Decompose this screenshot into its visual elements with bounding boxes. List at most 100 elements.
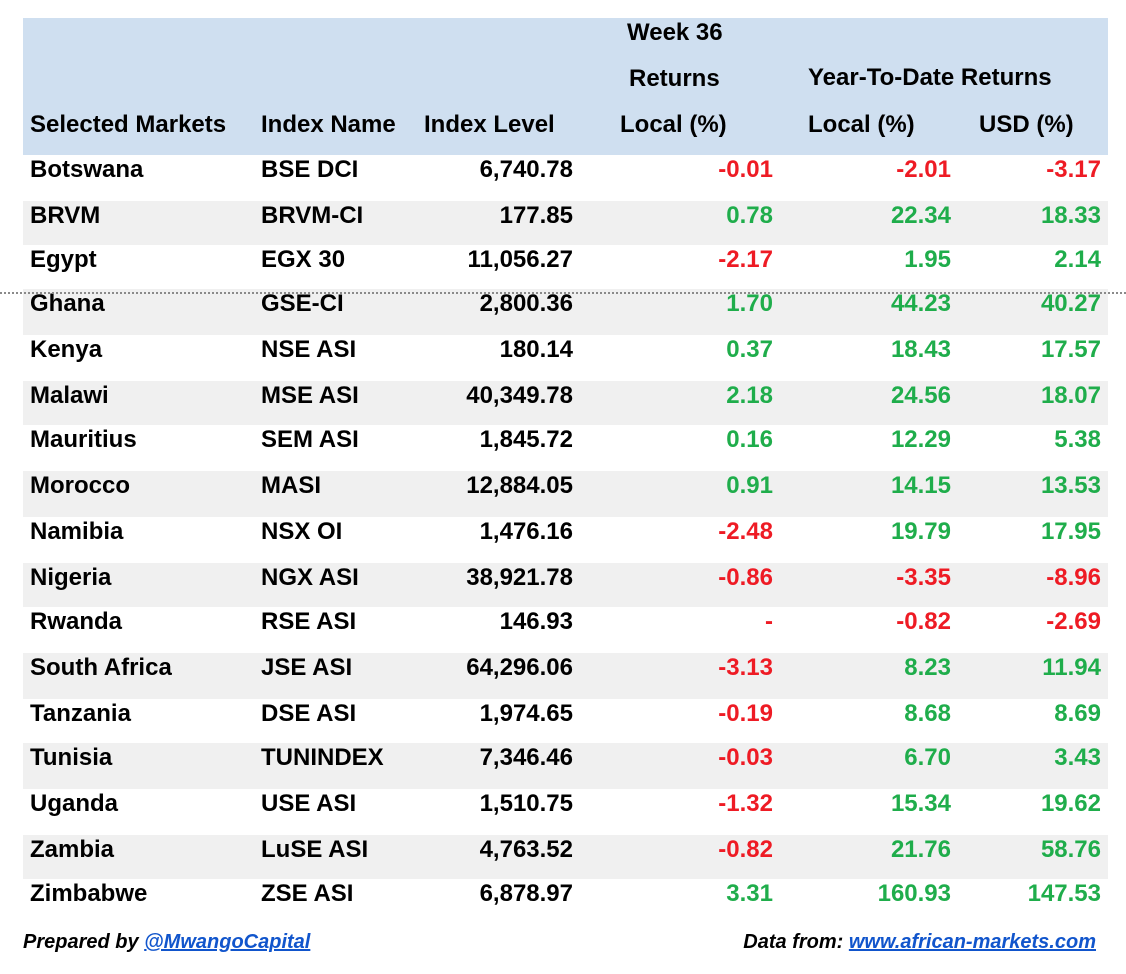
cell-market: Botswana [30,156,144,183]
cell-week-local: -1.32 [718,790,773,817]
cell-ytd-local: -3.35 [896,564,951,591]
cell-ytd-local: 8.23 [904,654,951,681]
cell-index-level: 38,921.78 [466,564,573,591]
cell-index-name: LuSE ASI [261,836,369,863]
table-row: Malawi MSE ASI 40,349.78 2.18 24.56 18.07 [23,381,1108,425]
prepared-by: Prepared by @MwangoCapital [23,928,310,956]
cell-ytd-usd: 13.53 [1040,472,1101,499]
cell-index-level: 1,845.72 [479,426,573,453]
cell-week-local: - [765,608,773,635]
table-row: Egypt EGX 30 11,056.27 -2.17 1.95 2.14 [23,245,1108,289]
cell-index-name: BSE DCI [261,156,359,183]
cell-index-name: GSE-CI [261,290,344,317]
cell-ytd-local: 44.23 [890,290,951,317]
table-row: Kenya NSE ASI 180.14 0.37 18.43 17.57 [23,335,1108,381]
table-header: Selected Markets Index Name Index Level … [23,18,1108,155]
table-row: Botswana BSE DCI 6,740.78 -0.01 -2.01 -3.17 [23,155,1108,201]
cell-week-local: -0.01 [718,156,773,183]
cell-ytd-usd: 2.14 [1054,246,1101,273]
cell-ytd-local: 22.34 [890,202,951,229]
cell-ytd-local: 14.15 [890,472,951,499]
cell-index-name: TUNINDEX [261,744,384,771]
cell-ytd-usd: -3.17 [1046,156,1101,183]
table-row: South Africa JSE ASI 64,296.06 -3.13 8.23 11.… [23,653,1108,699]
african-markets-link[interactable]: www.african-markets.com [848,931,1096,953]
cell-ytd-usd: 3.43 [1054,744,1101,771]
table-row: Ghana GSE-CI 2,800.36 1.70 44.23 40.27 [23,289,1108,335]
cell-market: Kenya [30,336,103,363]
mwango-capital-link[interactable]: @MwangoCapital [144,931,311,953]
header-ytd-local: Local (%) [808,111,915,138]
cell-index-level: 12,884.05 [466,472,573,499]
cell-ytd-local: 15.34 [890,790,951,817]
table-body: Botswana BSE DCI 6,740.78 -0.01 -2.01 -3.17 BR… [23,155,1108,923]
cell-market: Malawi [30,382,109,409]
cell-ytd-local: 8.68 [904,700,951,727]
table-row: Uganda USE ASI 1,510.75 -1.32 15.34 19.62 [23,789,1108,835]
cell-ytd-usd: 19.62 [1040,790,1101,817]
cell-week-local: -2.17 [718,246,773,273]
cell-ytd-local: 160.93 [877,880,951,907]
cell-index-level: 1,476.16 [479,518,573,545]
cell-ytd-usd: 11.94 [1042,654,1101,681]
cell-index-name: NSE ASI [261,336,357,363]
header-index-name: Index Name [261,111,396,138]
cell-market: Morocco [30,472,131,499]
table-row: Tunisia TUNINDEX 7,346.46 -0.03 6.70 3.43 [23,743,1108,789]
table-row: Morocco MASI 12,884.05 0.91 14.15 13.53 [23,471,1108,517]
cell-index-level: 6,878.97 [479,880,573,907]
cell-market: Namibia [30,518,124,545]
header-week-36: Week 36 [627,19,723,46]
data-source: Data from: www.african-markets.com [743,928,1096,956]
cell-market: Mauritius [30,426,137,453]
cell-index-name: BRVM-CI [261,202,364,229]
cell-week-local: 2.18 [726,382,773,409]
cell-market: Tanzania [30,700,131,727]
cell-index-level: 40,349.78 [466,382,573,409]
cell-index-name: DSE ASI [261,700,357,727]
prepared-by-label: Prepared by [23,931,145,953]
cell-market: Uganda [30,790,119,817]
cell-index-level: 64,296.06 [466,654,573,681]
cell-ytd-local: -0.82 [896,608,951,635]
cell-week-local: -0.19 [718,700,773,727]
cell-index-level: 177.85 [499,202,573,229]
dotted-divider [0,292,1126,294]
header-selected-markets: Selected Markets [30,111,227,138]
cell-week-local: -0.03 [718,744,773,771]
cell-week-local: 0.91 [726,472,773,499]
cell-ytd-usd: 40.27 [1040,290,1101,317]
cell-index-level: 6,740.78 [479,156,573,183]
cell-ytd-usd: -8.96 [1046,564,1101,591]
cell-index-level: 1,974.65 [479,700,573,727]
cell-market: Egypt [30,246,97,273]
cell-index-level: 180.14 [499,336,573,363]
cell-index-name: JSE ASI [261,654,353,681]
table-row: Zimbabwe ZSE ASI 6,878.97 3.31 160.93 147.53 [23,879,1108,923]
cell-ytd-local: -2.01 [896,156,951,183]
cell-week-local: 3.31 [726,880,773,907]
table-row: Mauritius SEM ASI 1,845.72 0.16 12.29 5.38 [23,425,1108,471]
cell-week-local: -0.82 [718,836,773,863]
cell-index-level: 146.93 [499,608,573,635]
cell-ytd-local: 19.79 [890,518,951,545]
cell-index-name: SEM ASI [261,426,359,453]
cell-ytd-local: 6.70 [904,744,951,771]
cell-index-name: ZSE ASI [261,880,354,907]
cell-week-local: 0.78 [726,202,773,229]
cell-week-local: -3.13 [718,654,773,681]
header-ytd-usd: USD (%) [979,111,1074,138]
cell-market: BRVM [30,202,101,229]
cell-index-name: EGX 30 [261,246,346,273]
cell-ytd-usd: 58.76 [1040,836,1101,863]
cell-index-level: 1,510.75 [479,790,573,817]
table-row: Rwanda RSE ASI 146.93 - -0.82 -2.69 [23,607,1108,653]
cell-week-local: 1.70 [726,290,773,317]
table-row: Tanzania DSE ASI 1,974.65 -0.19 8.68 8.69 [23,699,1108,743]
cell-week-local: -2.48 [718,518,773,545]
cell-index-name: NSX OI [261,518,343,545]
cell-market: Nigeria [30,564,112,591]
table-row: Nigeria NGX ASI 38,921.78 -0.86 -3.35 -8.96 [23,563,1108,607]
cell-week-local: -0.86 [718,564,773,591]
